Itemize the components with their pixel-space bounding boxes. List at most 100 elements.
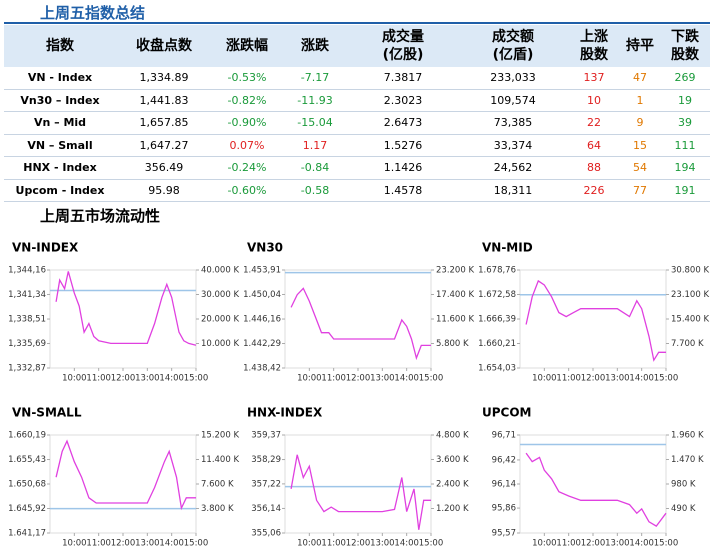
x-tick-label: 13:00 <box>370 374 395 384</box>
table-cell: 77 <box>620 179 660 202</box>
x-tick-label: 14:00 <box>159 374 184 384</box>
header-text: 股数 <box>671 47 699 63</box>
y-tick-label: 95,57 <box>492 529 516 539</box>
summary-title: 上周五指数总结 <box>40 4 146 22</box>
x-tick-label: 10:00 <box>297 374 322 384</box>
header-cell: 涨跌幅 <box>212 25 282 67</box>
y2-tick-label: 20.000 K <box>201 315 239 325</box>
table-cell: 1,647.27 <box>116 134 212 157</box>
table-row: Vn – Mid 1,657.85 -0.90% -15.04 2.6473 73,385… <box>4 111 710 135</box>
y-tick-label: 96,14 <box>492 480 516 490</box>
x-tick-label: 15:00 <box>184 539 209 549</box>
y2-tick-label: 3.600 K <box>436 455 469 465</box>
table-row: Upcom - Index 95.98 -0.60% -0.58 1.4578 18,31… <box>4 179 710 202</box>
header-cell: 成交额 (亿盾) <box>458 25 568 67</box>
y2-tick-label: 980 K <box>671 480 696 490</box>
table-cell: 22 <box>568 111 620 135</box>
header-text: 成交量 <box>382 29 424 45</box>
header-text: (亿股) <box>382 47 424 63</box>
x-tick-label: 14:00 <box>629 539 654 549</box>
x-tick-label: 11:00 <box>556 539 581 549</box>
y2-tick-label: 40.000 K <box>201 266 239 276</box>
table-cell: 109,574 <box>458 89 568 112</box>
y2-tick-label: 10.000 K <box>201 339 239 349</box>
x-tick-label: 15:00 <box>184 374 209 384</box>
table-cell: 33,374 <box>458 134 568 157</box>
plot-frame <box>284 269 432 369</box>
header-text: 成交额 <box>492 29 534 45</box>
x-tick-label: 10:00 <box>297 539 322 549</box>
header-cell: 下跌 股数 <box>660 25 710 67</box>
x-tick-label: 10:00 <box>532 539 557 549</box>
table-cell: -11.93 <box>282 89 348 112</box>
table-cell: 1,441.83 <box>116 89 212 112</box>
table-cell: 1.17 <box>282 134 348 157</box>
table-cell: 88 <box>568 156 620 180</box>
table-cell: 226 <box>568 179 620 202</box>
table-cell: VN - Index <box>4 67 116 90</box>
header-text: 收盘点数 <box>136 38 192 54</box>
y-tick-label: 358,29 <box>251 455 281 465</box>
y-tick-label: 1.446,16 <box>243 315 281 325</box>
x-tick-label: 11:00 <box>86 539 111 549</box>
header-text: 指数 <box>46 38 74 54</box>
y-tick-label: 357,22 <box>251 479 281 489</box>
header-text: 涨跌幅 <box>226 38 268 54</box>
x-tick-label: 13:00 <box>605 374 630 384</box>
y-tick-label: 359,37 <box>251 431 281 441</box>
table-cell: 1.5276 <box>348 134 458 157</box>
chart-title: VN30 <box>247 241 283 255</box>
header-cell: 上涨 股数 <box>568 25 620 67</box>
y-tick-label: 356,14 <box>251 504 281 514</box>
x-tick-label: 14:00 <box>394 539 419 549</box>
table-cell: 233,033 <box>458 67 568 90</box>
table-cell: -7.17 <box>282 67 348 90</box>
table-row: Vn30 – Index 1,441.83 -0.82% -11.93 2.3023 10… <box>4 89 710 112</box>
table-cell: 15 <box>620 134 660 157</box>
y-tick-label: 1,341,34 <box>8 290 46 300</box>
y2-tick-label: 490 K <box>671 504 696 514</box>
y-tick-label: 355,06 <box>251 529 281 539</box>
x-tick-label: 13:00 <box>370 539 395 549</box>
table-cell: 194 <box>660 156 710 180</box>
chart-title: HNX-INDEX <box>247 406 323 420</box>
x-tick-label: 15:00 <box>654 539 679 549</box>
y-tick-label: 1.654,03 <box>478 364 516 374</box>
table-cell: Upcom - Index <box>4 179 116 202</box>
y-tick-label: 1.650,68 <box>8 480 46 490</box>
x-tick-label: 12:00 <box>111 374 136 384</box>
header-text: 股数 <box>580 47 608 63</box>
y-tick-label: 1.442,29 <box>243 339 281 349</box>
y2-tick-label: 1.470 K <box>671 455 704 465</box>
table-row: HNX - Index 356.49 -0.24% -0.84 1.1426 24,562… <box>4 156 710 180</box>
plot-frame <box>519 434 667 534</box>
table-cell: -0.58 <box>282 179 348 202</box>
table-cell: 1.1426 <box>348 156 458 180</box>
x-tick-label: 13:00 <box>605 539 630 549</box>
table-cell: 269 <box>660 67 710 90</box>
y2-tick-label: 23.100 K <box>671 290 709 300</box>
header-cell: 收盘点数 <box>116 25 212 67</box>
table-cell: 39 <box>660 111 710 135</box>
x-tick-label: 12:00 <box>346 374 371 384</box>
header-text: (亿盾) <box>492 47 534 63</box>
y-tick-label: 1.453,91 <box>243 266 281 276</box>
table-row: VN – Small 1,647.27 0.07% 1.17 1.5276 33,374 6… <box>4 134 710 157</box>
table-cell: 95.98 <box>116 179 212 202</box>
table-cell: 18,311 <box>458 179 568 202</box>
y2-tick-label: 23.200 K <box>436 266 474 276</box>
table-cell: VN – Small <box>4 134 116 157</box>
x-tick-label: 11:00 <box>556 374 581 384</box>
table-cell: 1 <box>620 89 660 112</box>
table-cell: -0.24% <box>212 156 282 180</box>
y2-tick-label: 2.400 K <box>436 480 469 490</box>
table-cell: -0.60% <box>212 179 282 202</box>
x-tick-label: 13:00 <box>135 539 160 549</box>
y2-tick-label: 7.700 K <box>671 339 704 349</box>
price-line <box>55 271 197 346</box>
y2-tick-label: 30.000 K <box>201 290 239 300</box>
y2-tick-label: 15.200 K <box>201 431 239 441</box>
table-cell: 356.49 <box>116 156 212 180</box>
header-cell: 成交量 (亿股) <box>348 25 458 67</box>
